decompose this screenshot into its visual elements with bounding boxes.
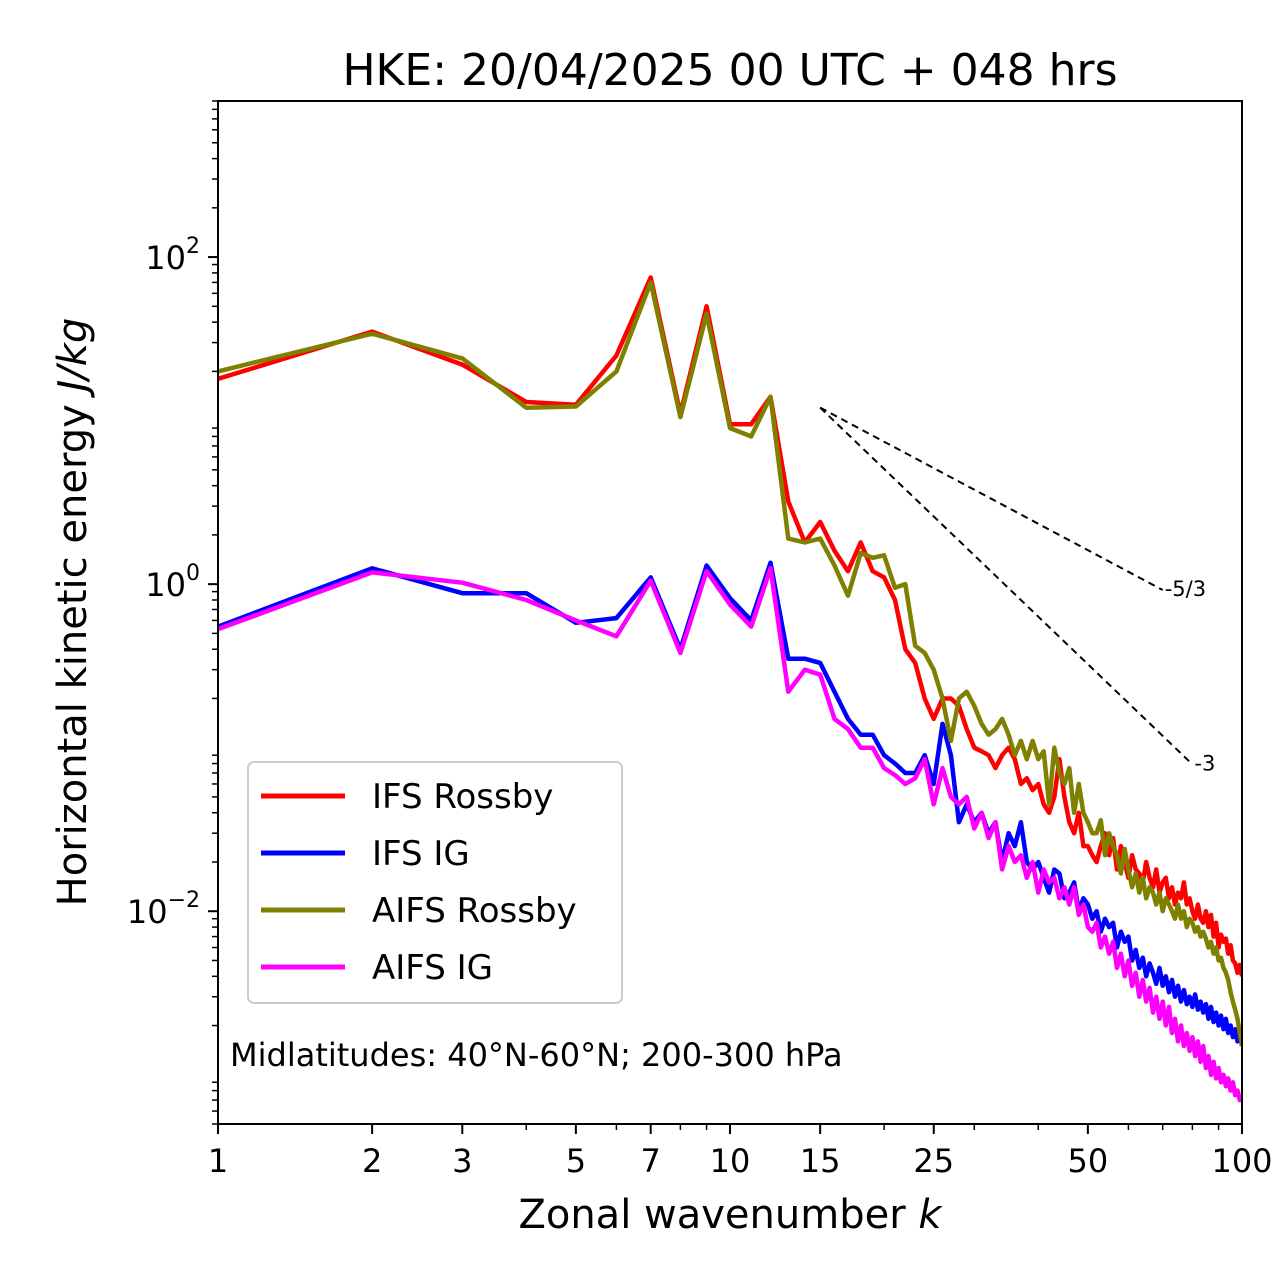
reference-lines: -5/3 -3	[819, 406, 1215, 775]
x-tick-label-7: 25	[913, 1142, 954, 1180]
reference-line-1	[819, 406, 1194, 766]
chart-title: HKE: 20/04/2025 00 UTC + 048 hrs	[342, 45, 1117, 96]
reference-line-label-1: -3	[1194, 751, 1215, 775]
x-axis-label: Zonal wavenumber k	[518, 1192, 943, 1238]
axes: 1 2 3 5 7 10 15 25 50 100 102 100 10−2	[127, 100, 1273, 1180]
series-line-2	[218, 280, 1242, 1047]
legend-label-0: IFS Rossby	[372, 777, 553, 817]
reference-line-label-0: -5/3	[1165, 577, 1206, 601]
x-tick-label-6: 15	[800, 1142, 841, 1180]
x-tick-label-9: 100	[1211, 1142, 1272, 1180]
legend-label-1: IFS IG	[372, 834, 470, 874]
x-tick-label-8: 50	[1068, 1142, 1109, 1180]
x-tick-label-5: 10	[710, 1142, 751, 1180]
reference-line-0	[819, 406, 1164, 591]
x-tick-label-0: 1	[208, 1142, 228, 1180]
legend-label-2: AIFS Rossby	[372, 891, 577, 931]
y-tick-label-0: 102	[145, 234, 200, 277]
series-layer	[218, 275, 1242, 1103]
legend: IFS Rossby IFS IG AIFS Rossby AIFS IG	[247, 761, 623, 1004]
legend-box	[247, 761, 623, 1004]
y-tick-label-2: 10−2	[127, 888, 200, 931]
series-line-3	[218, 566, 1242, 1103]
plot-frame	[217, 100, 1243, 1125]
y-tick-label-1: 100	[145, 561, 200, 604]
series-line-1	[218, 560, 1242, 1047]
region-annotation: Midlatitudes: 40°N-60°N; 200-300 hPa	[230, 1036, 843, 1074]
series-line-0	[218, 275, 1242, 977]
y-axis-label: Horizontal kinetic energy J/kg	[50, 318, 96, 907]
x-tick-label-4: 7	[641, 1142, 661, 1180]
x-tick-label-1: 2	[362, 1142, 382, 1180]
legend-label-3: AIFS IG	[372, 948, 493, 988]
x-tick-label-3: 5	[566, 1142, 586, 1180]
x-tick-label-2: 3	[452, 1142, 472, 1180]
